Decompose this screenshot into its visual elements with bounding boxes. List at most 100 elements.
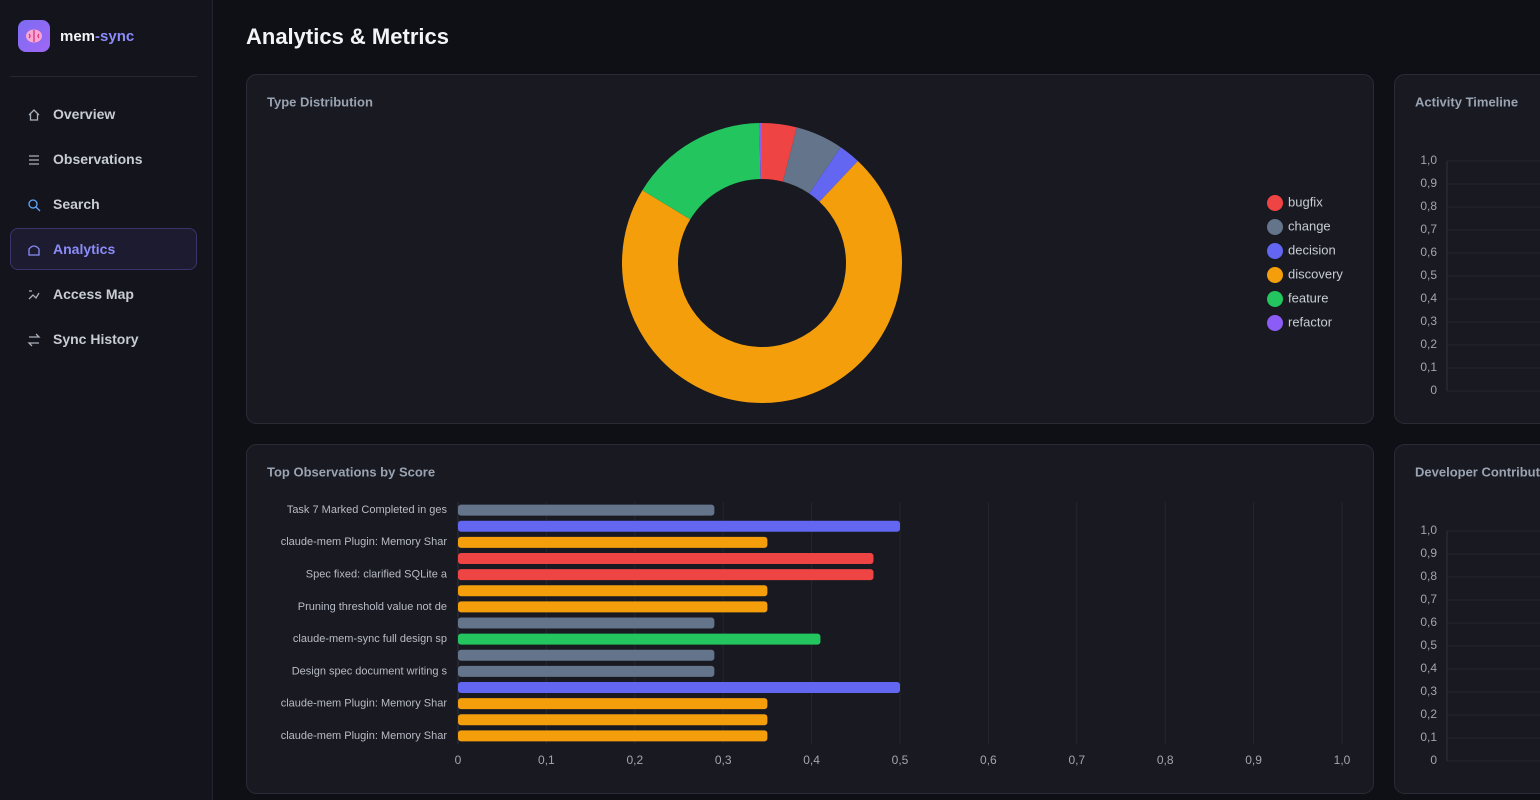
y-tick-label: Task 7 Marked Completed in ges: [287, 504, 448, 516]
y-tick-label: 1,0: [1420, 153, 1437, 167]
legend-swatch: [1267, 267, 1283, 283]
x-tick-label: 0,8: [1157, 753, 1174, 767]
legend-swatch: [1267, 219, 1283, 235]
divider: [10, 76, 197, 77]
donut-segment: [759, 123, 762, 180]
nav-item[interactable]: Analytics: [10, 228, 197, 270]
y-tick-label: Spec fixed: clarified SQLite a: [306, 569, 448, 581]
x-tick-label: 0,3: [715, 753, 732, 767]
nav-item[interactable]: Search: [10, 183, 197, 225]
y-tick-label: 0,5: [1420, 268, 1437, 282]
nav-item[interactable]: Sync History: [10, 318, 197, 360]
nav-icon-shape: [28, 290, 40, 300]
x-tick-label: 0: [455, 753, 462, 767]
sidebar: mem-sync Overview Observations Search Analy…: [0, 0, 213, 800]
y-tick-label: 0: [1430, 383, 1437, 397]
bar: [458, 552, 874, 564]
y-tick-label: 0,2: [1420, 707, 1437, 721]
nav-label: Search: [53, 196, 100, 212]
y-tick-label: 0,3: [1420, 684, 1437, 698]
legend-label: decision: [1288, 242, 1336, 257]
legend-label: change: [1288, 218, 1331, 233]
bar: [458, 714, 768, 726]
legend-swatch: [1267, 291, 1283, 307]
bar: [458, 682, 900, 694]
bar: [458, 520, 900, 532]
y-tick-label: claude-mem-sync full design sp: [293, 633, 447, 645]
card-title: Developer Contribut: [1415, 464, 1540, 479]
y-tick-label: 0,2: [1420, 337, 1437, 351]
nav-label: Overview: [53, 106, 116, 122]
nav-icon-shape: [28, 245, 40, 256]
x-tick-label: 0,7: [1068, 753, 1085, 767]
nav-icon: [28, 199, 41, 212]
logo-icon: [26, 29, 42, 43]
bar: [458, 649, 715, 661]
card-title: Type Distribution: [267, 94, 373, 109]
x-tick-label: 0,9: [1245, 753, 1262, 767]
donut-segment: [762, 123, 797, 182]
nav-icon: [27, 333, 41, 347]
y-tick-label: 0,3: [1420, 314, 1437, 328]
nav-icon: [28, 109, 40, 121]
x-tick-label: 0,1: [538, 753, 555, 767]
bar: [458, 698, 768, 710]
donut-segment: [642, 123, 761, 220]
brand: mem-sync: [60, 28, 134, 45]
y-tick-label: 0,1: [1420, 730, 1437, 744]
nav-icon: [28, 245, 40, 256]
donut-segment: [621, 160, 902, 404]
nav-label: Observations: [53, 151, 143, 167]
x-tick-label: 0,5: [892, 753, 909, 767]
legend-label: bugfix: [1288, 194, 1323, 209]
y-tick-label: Pruning threshold value not de: [298, 601, 447, 613]
nav-icon-shape: [28, 109, 40, 121]
nav-icon-shape: [28, 199, 41, 212]
nav-item[interactable]: Observations: [10, 138, 197, 180]
brand-accent: -sync: [95, 28, 135, 45]
y-tick-label: Design spec document writing s: [292, 665, 448, 677]
brand-name: mem: [60, 28, 96, 45]
bar: [458, 617, 715, 629]
card: [246, 74, 1374, 424]
nav-label: Access Map: [53, 286, 134, 302]
legend-swatch: [1267, 315, 1283, 331]
bar: [458, 633, 821, 645]
legend-swatch: [1267, 195, 1283, 211]
logo: [18, 20, 50, 52]
donut-segment: [782, 127, 841, 194]
legend-swatch: [1267, 243, 1283, 259]
y-tick-label: 0,4: [1420, 661, 1437, 675]
nav-item[interactable]: Overview: [10, 93, 197, 135]
y-tick-label: 0,8: [1420, 569, 1437, 583]
y-tick-label: 0: [1430, 753, 1437, 767]
nav-item[interactable]: Access Map: [10, 273, 197, 315]
y-tick-label: 0,6: [1420, 245, 1437, 259]
card-title: Top Observations by Score: [267, 464, 435, 479]
y-tick-label: 0,6: [1420, 615, 1437, 629]
y-tick-label: 0,1: [1420, 360, 1437, 374]
nav-icon-shape: [27, 333, 41, 347]
y-tick-label: claude-mem Plugin: Memory Shar: [281, 730, 448, 742]
y-tick-label: 0,4: [1420, 291, 1437, 305]
bar: [458, 601, 768, 613]
card: [1394, 74, 1540, 424]
donut-segment: [809, 147, 858, 202]
nav-label: Analytics: [53, 241, 116, 257]
nav-icon: [29, 155, 39, 165]
card-title: Activity Timeline: [1415, 94, 1518, 109]
legend-label: discovery: [1288, 266, 1343, 281]
bar: [458, 536, 768, 548]
y-tick-label: 0,7: [1420, 222, 1437, 236]
bar: [458, 569, 874, 581]
y-tick-label: claude-mem Plugin: Memory Shar: [281, 536, 448, 548]
y-tick-label: 0,8: [1420, 199, 1437, 213]
bar: [458, 665, 715, 677]
nav-label: Sync History: [53, 331, 139, 347]
bar: [458, 730, 768, 742]
x-tick-label: 1,0: [1334, 753, 1351, 767]
y-tick-label: claude-mem Plugin: Memory Shar: [281, 698, 448, 710]
page-title: Analytics & Metrics: [246, 24, 449, 49]
nav-icon-shape: [29, 155, 39, 165]
